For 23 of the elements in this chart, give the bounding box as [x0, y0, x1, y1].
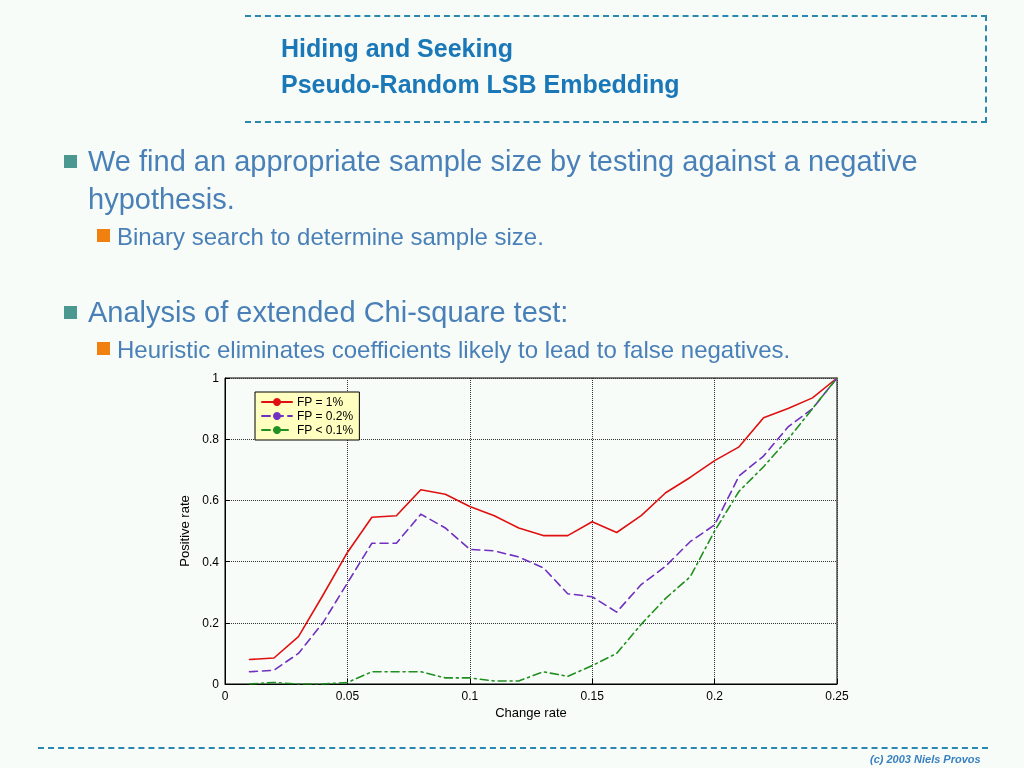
x-tick-label: 0: [221, 689, 229, 703]
text: We find an appropriate sample size by testing against a negative hypothesis.: [88, 144, 918, 217]
legend-label: FP = 1%: [297, 395, 344, 409]
legend-label: FP = 0.2%: [297, 409, 354, 423]
chart-title: Hiding and Seeking Pseudo-Random LSB Embedding: [281, 33, 680, 100]
y-tick-label: 0.2: [202, 615, 220, 630]
x-tick-label: 0.2: [706, 689, 724, 703]
legend-label: FP < 0.1%: [297, 423, 354, 437]
text: Analysis of extended Chi-square test:: [88, 295, 570, 330]
x-axis-title: Change rate: [495, 705, 567, 720]
y-tick-label: 0: [212, 677, 220, 691]
y-tick-label: 0.4: [202, 554, 220, 569]
y-axis-title: Positive rate: [177, 495, 193, 567]
y-tick-label: 1: [212, 371, 220, 385]
x-tick-label: 0.1: [461, 689, 479, 703]
y-tick-label: 0.8: [202, 432, 220, 447]
text: Binary search to determine sample size.: [117, 222, 545, 252]
text: Heuristic eliminates coefficients likely to lead to false negatives.: [117, 335, 792, 365]
x-tick-label: 0.25: [825, 689, 849, 703]
text: (c) 2003 Niels Provos: [870, 752, 982, 767]
x-tick-label: 0.15: [580, 689, 605, 703]
x-tick-label: 0.05: [335, 689, 360, 703]
y-tick-label: 0.6: [202, 493, 220, 508]
